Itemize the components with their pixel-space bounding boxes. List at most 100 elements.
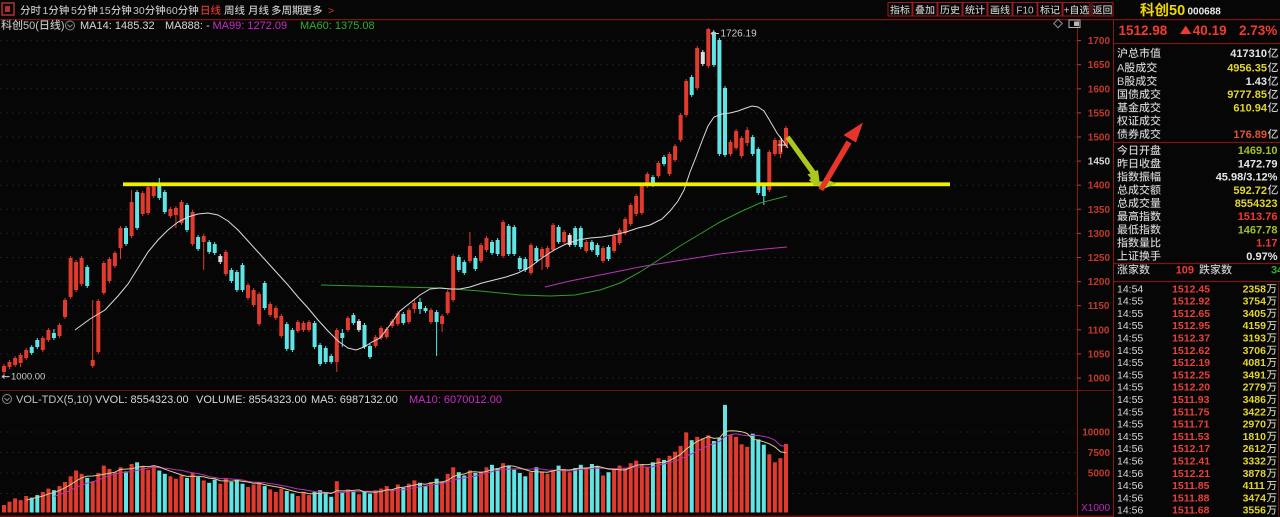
svg-text:1000: 1000 [1088, 374, 1111, 385]
svg-text:2358: 2358 [1243, 283, 1267, 295]
svg-text:14:55: 14:55 [1117, 419, 1143, 431]
svg-text:109: 109 [1176, 265, 1194, 277]
svg-text:2970: 2970 [1243, 419, 1267, 431]
svg-text:MA60: 1375.08: MA60: 1375.08 [300, 20, 375, 32]
svg-text:4159: 4159 [1243, 320, 1267, 332]
svg-text:F10: F10 [1016, 6, 1034, 17]
svg-text:14:56: 14:56 [1117, 480, 1143, 492]
svg-text:X1000: X1000 [1081, 503, 1110, 514]
svg-text:610.94: 610.94 [1233, 103, 1268, 115]
svg-text:3491: 3491 [1243, 369, 1267, 381]
svg-text:1512.62: 1512.62 [1172, 345, 1210, 357]
svg-text:4956.35: 4956.35 [1227, 63, 1267, 75]
svg-text:1726.19: 1726.19 [721, 29, 758, 40]
svg-text:4081: 4081 [1243, 357, 1267, 369]
svg-text:14:55: 14:55 [1117, 406, 1143, 418]
svg-text:1511.93: 1511.93 [1172, 394, 1210, 406]
svg-text:14:55: 14:55 [1117, 308, 1143, 320]
svg-text:1511.88: 1511.88 [1172, 492, 1210, 504]
svg-text:1810: 1810 [1243, 431, 1267, 443]
svg-text:45.98/3.12%: 45.98/3.12% [1216, 172, 1278, 184]
svg-text:1512.41: 1512.41 [1172, 456, 1210, 468]
svg-text:14:56: 14:56 [1117, 492, 1143, 504]
svg-text:14:55: 14:55 [1117, 345, 1143, 357]
svg-text:1512.25: 1512.25 [1172, 369, 1210, 381]
svg-text:1550: 1550 [1088, 108, 1111, 119]
svg-text:1512.98: 1512.98 [1119, 23, 1168, 38]
svg-text:1511.85: 1511.85 [1172, 480, 1210, 492]
svg-text:3556: 3556 [1243, 505, 1267, 517]
svg-text:1469.10: 1469.10 [1238, 145, 1278, 157]
svg-text:30: 30 [133, 5, 145, 17]
svg-text:1511.71: 1511.71 [1172, 419, 1210, 431]
svg-text:1511.75: 1511.75 [1172, 406, 1210, 418]
svg-text:3422: 3422 [1243, 406, 1267, 418]
svg-text:3193: 3193 [1243, 333, 1267, 345]
svg-text:3754: 3754 [1243, 296, 1267, 308]
svg-text:14:56: 14:56 [1117, 468, 1143, 480]
svg-text:1700: 1700 [1088, 36, 1111, 47]
svg-text:1200: 1200 [1088, 277, 1111, 288]
svg-text:1350: 1350 [1088, 205, 1111, 216]
svg-text:000688: 000688 [1188, 7, 1222, 18]
svg-text:2612: 2612 [1243, 443, 1267, 455]
svg-text:MA99: 1272.09: MA99: 1272.09 [213, 20, 288, 32]
svg-text:1450: 1450 [1088, 157, 1111, 168]
svg-text:3706: 3706 [1243, 345, 1267, 357]
svg-text:14:56: 14:56 [1117, 505, 1143, 517]
svg-text:1250: 1250 [1088, 253, 1111, 264]
svg-text:60: 60 [166, 5, 178, 17]
svg-text:14:55: 14:55 [1117, 320, 1143, 332]
svg-text:VOLUME: 8554323.00: VOLUME: 8554323.00 [196, 394, 307, 406]
svg-text:14:55: 14:55 [1117, 431, 1143, 443]
svg-text:341: 341 [1271, 265, 1280, 277]
svg-text:1.43: 1.43 [1246, 76, 1267, 88]
svg-text:B: B [1117, 76, 1124, 88]
svg-text:1511.53: 1511.53 [1172, 431, 1210, 443]
svg-text:40.19: 40.19 [1193, 23, 1227, 38]
svg-text:MA14: 1485.32: MA14: 1485.32 [80, 20, 155, 32]
svg-text:1512.19: 1512.19 [1172, 357, 1210, 369]
svg-text:14:55: 14:55 [1117, 394, 1143, 406]
svg-text:3332: 3332 [1243, 456, 1267, 468]
svg-text:176.89: 176.89 [1233, 129, 1267, 141]
svg-text:+: + [1064, 6, 1070, 17]
svg-text:3405: 3405 [1243, 308, 1267, 320]
svg-text:2779: 2779 [1243, 382, 1267, 394]
svg-text:>: > [328, 5, 334, 17]
svg-text:3486: 3486 [1243, 394, 1267, 406]
svg-text:1512.37: 1512.37 [1172, 333, 1210, 345]
svg-text:2.73%: 2.73% [1239, 23, 1277, 38]
svg-text:15: 15 [99, 5, 111, 17]
svg-text:1512.21: 1512.21 [1172, 468, 1210, 480]
svg-text:0.97%: 0.97% [1246, 251, 1277, 263]
svg-text:1650: 1650 [1088, 60, 1111, 71]
svg-text:14:54: 14:54 [1117, 283, 1143, 295]
svg-text:1512.17: 1512.17 [1172, 443, 1210, 455]
svg-text:7500: 7500 [1088, 448, 1111, 459]
svg-text:14:56: 14:56 [1117, 443, 1143, 455]
svg-text:14:55: 14:55 [1117, 382, 1143, 394]
svg-text:14:55: 14:55 [1117, 333, 1143, 345]
svg-text:14:55: 14:55 [1117, 296, 1143, 308]
svg-text:1472.79: 1472.79 [1238, 158, 1278, 170]
svg-text:5: 5 [71, 5, 77, 17]
svg-text:VOL-TDX(5,10): VOL-TDX(5,10) [16, 394, 92, 406]
svg-text:): ) [61, 20, 65, 32]
svg-text:1050: 1050 [1088, 349, 1111, 360]
svg-text:592.72: 592.72 [1233, 185, 1267, 197]
svg-text:1511.68: 1511.68 [1172, 505, 1210, 517]
svg-text:9777.85: 9777.85 [1227, 89, 1267, 101]
svg-text:1513.76: 1513.76 [1238, 211, 1278, 223]
svg-text:MA888: -: MA888: - [165, 20, 210, 32]
svg-text:1512.20: 1512.20 [1172, 382, 1210, 394]
svg-text:1150: 1150 [1088, 301, 1110, 312]
svg-text:14:55: 14:55 [1117, 357, 1143, 369]
svg-text:VVOL: 8554323.00: VVOL: 8554323.00 [95, 394, 189, 406]
svg-text:1512.95: 1512.95 [1172, 320, 1210, 332]
svg-text:MA10: 6070012.00: MA10: 6070012.00 [409, 394, 502, 406]
svg-text:1.17: 1.17 [1256, 238, 1277, 250]
svg-text:10000: 10000 [1082, 428, 1110, 439]
svg-text:1500: 1500 [1088, 133, 1111, 144]
svg-text:417310: 417310 [1230, 48, 1267, 60]
